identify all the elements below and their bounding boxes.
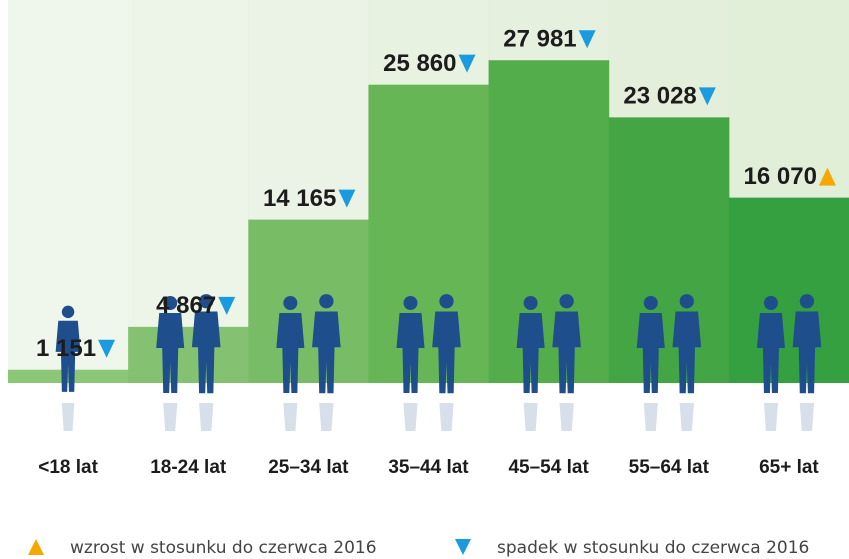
reflection: [644, 403, 658, 431]
x-tick-label: 35–44 lat: [388, 457, 469, 478]
reflection: [800, 403, 814, 431]
silhouette: [764, 296, 778, 310]
silhouette: [644, 296, 658, 310]
x-tick-label: 25–34 lat: [268, 457, 349, 478]
bar: [248, 220, 369, 383]
value-label: 4 867: [156, 292, 216, 319]
silhouette: [559, 294, 573, 308]
bar: [729, 198, 849, 383]
column-bg: [128, 0, 249, 383]
silhouette: [62, 306, 74, 318]
legend-label: spadek w stosunku do czerwca 2016: [497, 538, 809, 558]
legend-label: wzrost w stosunku do czerwca 2016: [70, 538, 377, 558]
x-tick-label: 65+ lat: [759, 457, 819, 478]
reflection: [283, 403, 297, 431]
silhouette: [283, 296, 297, 310]
value-label: 23 028: [623, 83, 696, 110]
value-label: 16 070: [744, 163, 817, 190]
reflection: [163, 403, 177, 431]
x-tick-label: 55–64 lat: [629, 457, 710, 478]
reflection: [680, 403, 694, 431]
reflection: [524, 403, 538, 431]
silhouette: [404, 296, 418, 310]
value-label: 1 151: [36, 335, 96, 362]
silhouette: [680, 294, 694, 308]
silhouette: [319, 294, 333, 308]
silhouette: [524, 296, 538, 310]
x-tick-label: 45–54 lat: [508, 457, 589, 478]
x-tick-label: <18 lat: [38, 457, 98, 478]
x-tick-label: 18-24 lat: [150, 457, 227, 478]
bar: [128, 327, 249, 383]
silhouette: [439, 294, 453, 308]
reflection: [764, 403, 778, 431]
value-label: 27 981: [503, 26, 576, 53]
bar: [368, 85, 489, 383]
chart: 1 151 <18 lat 4 867 18-24 lat 14 165 25–34 la…: [0, 0, 849, 559]
reflection: [404, 403, 418, 431]
bar: [609, 117, 730, 383]
value-label: 14 165: [263, 185, 336, 212]
reflection: [319, 403, 333, 431]
reflection: [199, 403, 213, 431]
silhouette: [800, 294, 814, 308]
reflection: [62, 403, 74, 431]
reflection: [439, 403, 453, 431]
value-label: 25 860: [383, 50, 456, 77]
reflection: [559, 403, 573, 431]
bar: [489, 60, 610, 383]
